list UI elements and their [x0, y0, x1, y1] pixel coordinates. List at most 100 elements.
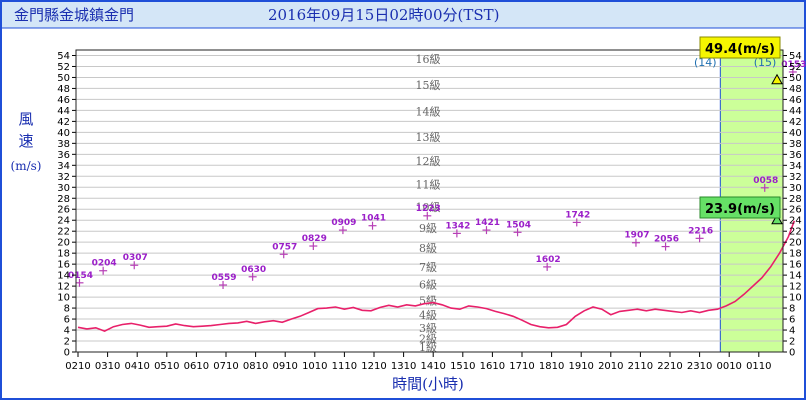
ytick-label-right-12: 24 [789, 216, 802, 227]
ytick-label-right-27: 54 [789, 51, 802, 62]
xtick-label-20: 2210 [657, 361, 682, 372]
ytick-label-right-26: 52 [789, 62, 802, 73]
ytick-label-left-5: 10 [57, 293, 70, 304]
xtick-label-16: 1810 [539, 361, 564, 372]
current-marker-icon [771, 213, 783, 225]
xtick-label-3: 0510 [154, 361, 179, 372]
level-label-3: 3級 [419, 322, 437, 335]
gust-label-0829: 0829 [302, 234, 327, 244]
gust-label-2216: 2216 [688, 226, 713, 236]
ytick-label-right-17: 34 [789, 161, 802, 172]
level-label-2: 2級 [419, 332, 437, 345]
gust-point-1041: 1041 [361, 214, 386, 230]
gust-point-1907: 1907 [624, 231, 649, 247]
plot-frame [75, 49, 784, 353]
xtick-label-21: 2310 [687, 361, 712, 372]
xtick-label-13: 1510 [450, 361, 475, 372]
gust-label-1504: 1504 [506, 220, 531, 230]
ytick-label-left-4: 8 [64, 304, 70, 315]
xtick-label-19: 2110 [628, 361, 653, 372]
plot-area [76, 50, 783, 352]
ytick-label-left-22: 44 [57, 106, 70, 117]
ytick-label-right-7: 14 [789, 271, 802, 282]
xlabel: 時間(小時) [392, 375, 464, 393]
xtick-label-8: 1010 [302, 361, 327, 372]
header-bar [2, 2, 804, 28]
max-gust-text: 49.4(m/s) [705, 42, 775, 57]
gust-label-0757: 0757 [272, 242, 297, 252]
xtick-label-10: 1210 [361, 361, 386, 372]
ytick-label-right-4: 8 [789, 304, 795, 315]
gust-label-0909: 0909 [331, 218, 356, 228]
ytick-label-right-5: 10 [789, 293, 802, 304]
wind-series [77, 220, 796, 332]
ylabel-char-2: 速 [18, 132, 33, 150]
ytick-label-right-18: 36 [789, 150, 802, 161]
ytick-label-left-25: 50 [57, 73, 70, 84]
ytick-label-left-17: 34 [57, 161, 70, 172]
level-label-6: 6級 [419, 278, 437, 291]
xtick-label-18: 2010 [598, 361, 623, 372]
level-label-10: 10級 [416, 201, 441, 214]
level-label-14: 14級 [416, 105, 441, 118]
xtick-label-17: 1910 [568, 361, 593, 372]
gust-point-0559: 0559 [212, 273, 237, 290]
ytick-label-left-19: 38 [57, 139, 70, 150]
level-label-4: 4級 [419, 309, 437, 322]
ytick-label-left-2: 4 [64, 326, 70, 337]
ytick-label-left-13: 26 [57, 205, 70, 216]
ytick-label-right-3: 6 [789, 315, 795, 326]
level-label-9: 9級 [419, 222, 437, 235]
gust-point-0154: 0154 [68, 271, 93, 287]
xtick-label-1: 0310 [95, 361, 120, 372]
gust-label-0154: 0154 [68, 271, 93, 281]
xtick-label-4: 0610 [184, 361, 209, 372]
datetime-title: 2016年09月15日02時00分(TST) [268, 6, 500, 24]
gust-point-1342: 1342 [445, 221, 470, 238]
ytick-label-right-9: 18 [789, 249, 802, 260]
gust-label-0058: 0058 [753, 176, 778, 186]
ytick-label-left-16: 32 [57, 172, 70, 183]
gust-label-1041: 1041 [361, 214, 386, 224]
ytick-label-left-21: 42 [57, 117, 70, 128]
xtick-label-14: 1610 [480, 361, 505, 372]
ytick-label-left-6: 12 [57, 282, 70, 293]
ytick-label-right-11: 22 [789, 227, 802, 238]
level-label-1: 1級 [419, 341, 437, 354]
xtick-label-6: 0810 [243, 361, 268, 372]
ytick-label-left-15: 30 [57, 183, 70, 194]
ytick-label-left-9: 18 [57, 249, 70, 260]
grid [76, 54, 783, 353]
xtick-label-5: 0710 [213, 361, 238, 372]
wind-speed-line-0 [77, 220, 796, 332]
ytick-label-right-15: 30 [789, 183, 802, 194]
gust-point-1223: 1223 [416, 204, 441, 220]
gust-point-0307: 0307 [123, 253, 148, 270]
ytick-label-left-27: 54 [57, 51, 70, 62]
gust-point-1742: 1742 [565, 210, 590, 227]
ytick-label-right-23: 46 [789, 95, 802, 106]
current-wind-badge: 23.9(m/s) [699, 196, 781, 219]
ytick-label-left-3: 6 [64, 315, 70, 326]
ytick-label-left-11: 22 [57, 227, 70, 238]
gust-point-0909: 0909 [331, 218, 356, 235]
gust-label-0204: 0204 [92, 259, 117, 269]
ytick-label-right-0: 0 [789, 348, 795, 359]
ytick-label-right-24: 48 [789, 84, 802, 95]
level-label-7: 7級 [419, 261, 437, 274]
gust-point-2216: 2216 [688, 226, 713, 243]
ytick-label-right-2: 4 [789, 326, 795, 337]
gust-label-0307: 0307 [123, 253, 148, 263]
ytick-label-right-6: 12 [789, 282, 802, 293]
gust-label-1742: 1742 [565, 210, 590, 220]
xtick-label-15: 1710 [509, 361, 534, 372]
max-gust-badge: 49.4(m/s) [699, 36, 781, 59]
gust-point-2056: 2056 [654, 235, 679, 251]
location-title: 金門縣金城鎮金門 [14, 6, 134, 24]
xtick-label-11: 1310 [391, 361, 416, 372]
ytick-label-left-14: 28 [57, 194, 70, 205]
xtick-label-22: 0010 [716, 361, 741, 372]
gust-point-0204: 0204 [92, 259, 117, 275]
